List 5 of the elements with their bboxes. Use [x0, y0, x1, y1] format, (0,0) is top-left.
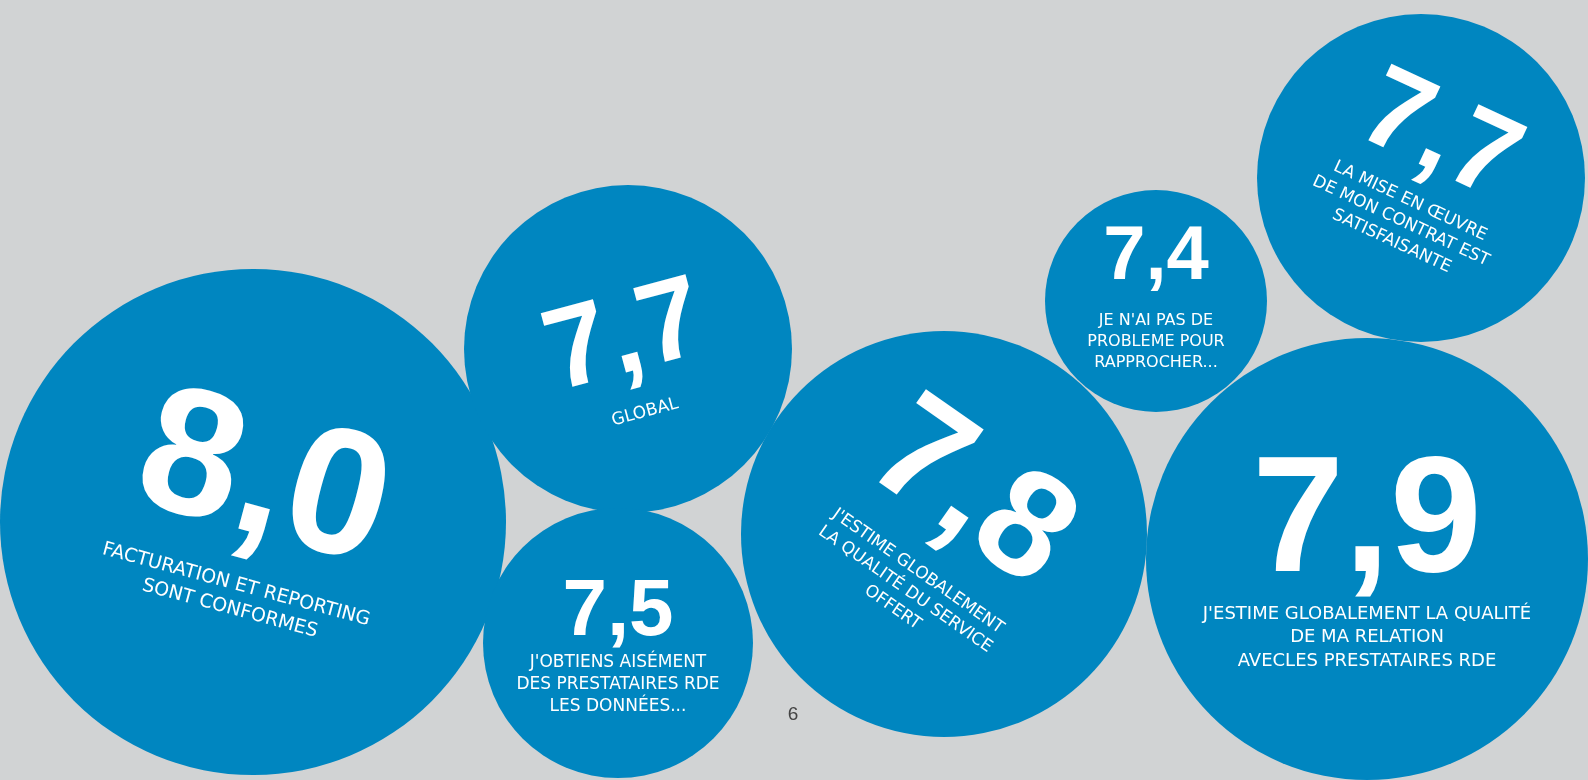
text: 6 — [787, 703, 799, 724]
data-label: 7,4 — [1103, 210, 1209, 295]
category-label: GLOBAL — [609, 392, 681, 430]
category-label: JE N'AI PAS DE PROBLEME POUR RAPPROCHER... — [1087, 310, 1225, 371]
category-label: J'OBTIENS AISÉMENT DES PRESTATAIRES RDE LES DONNÉES... — [516, 650, 720, 716]
